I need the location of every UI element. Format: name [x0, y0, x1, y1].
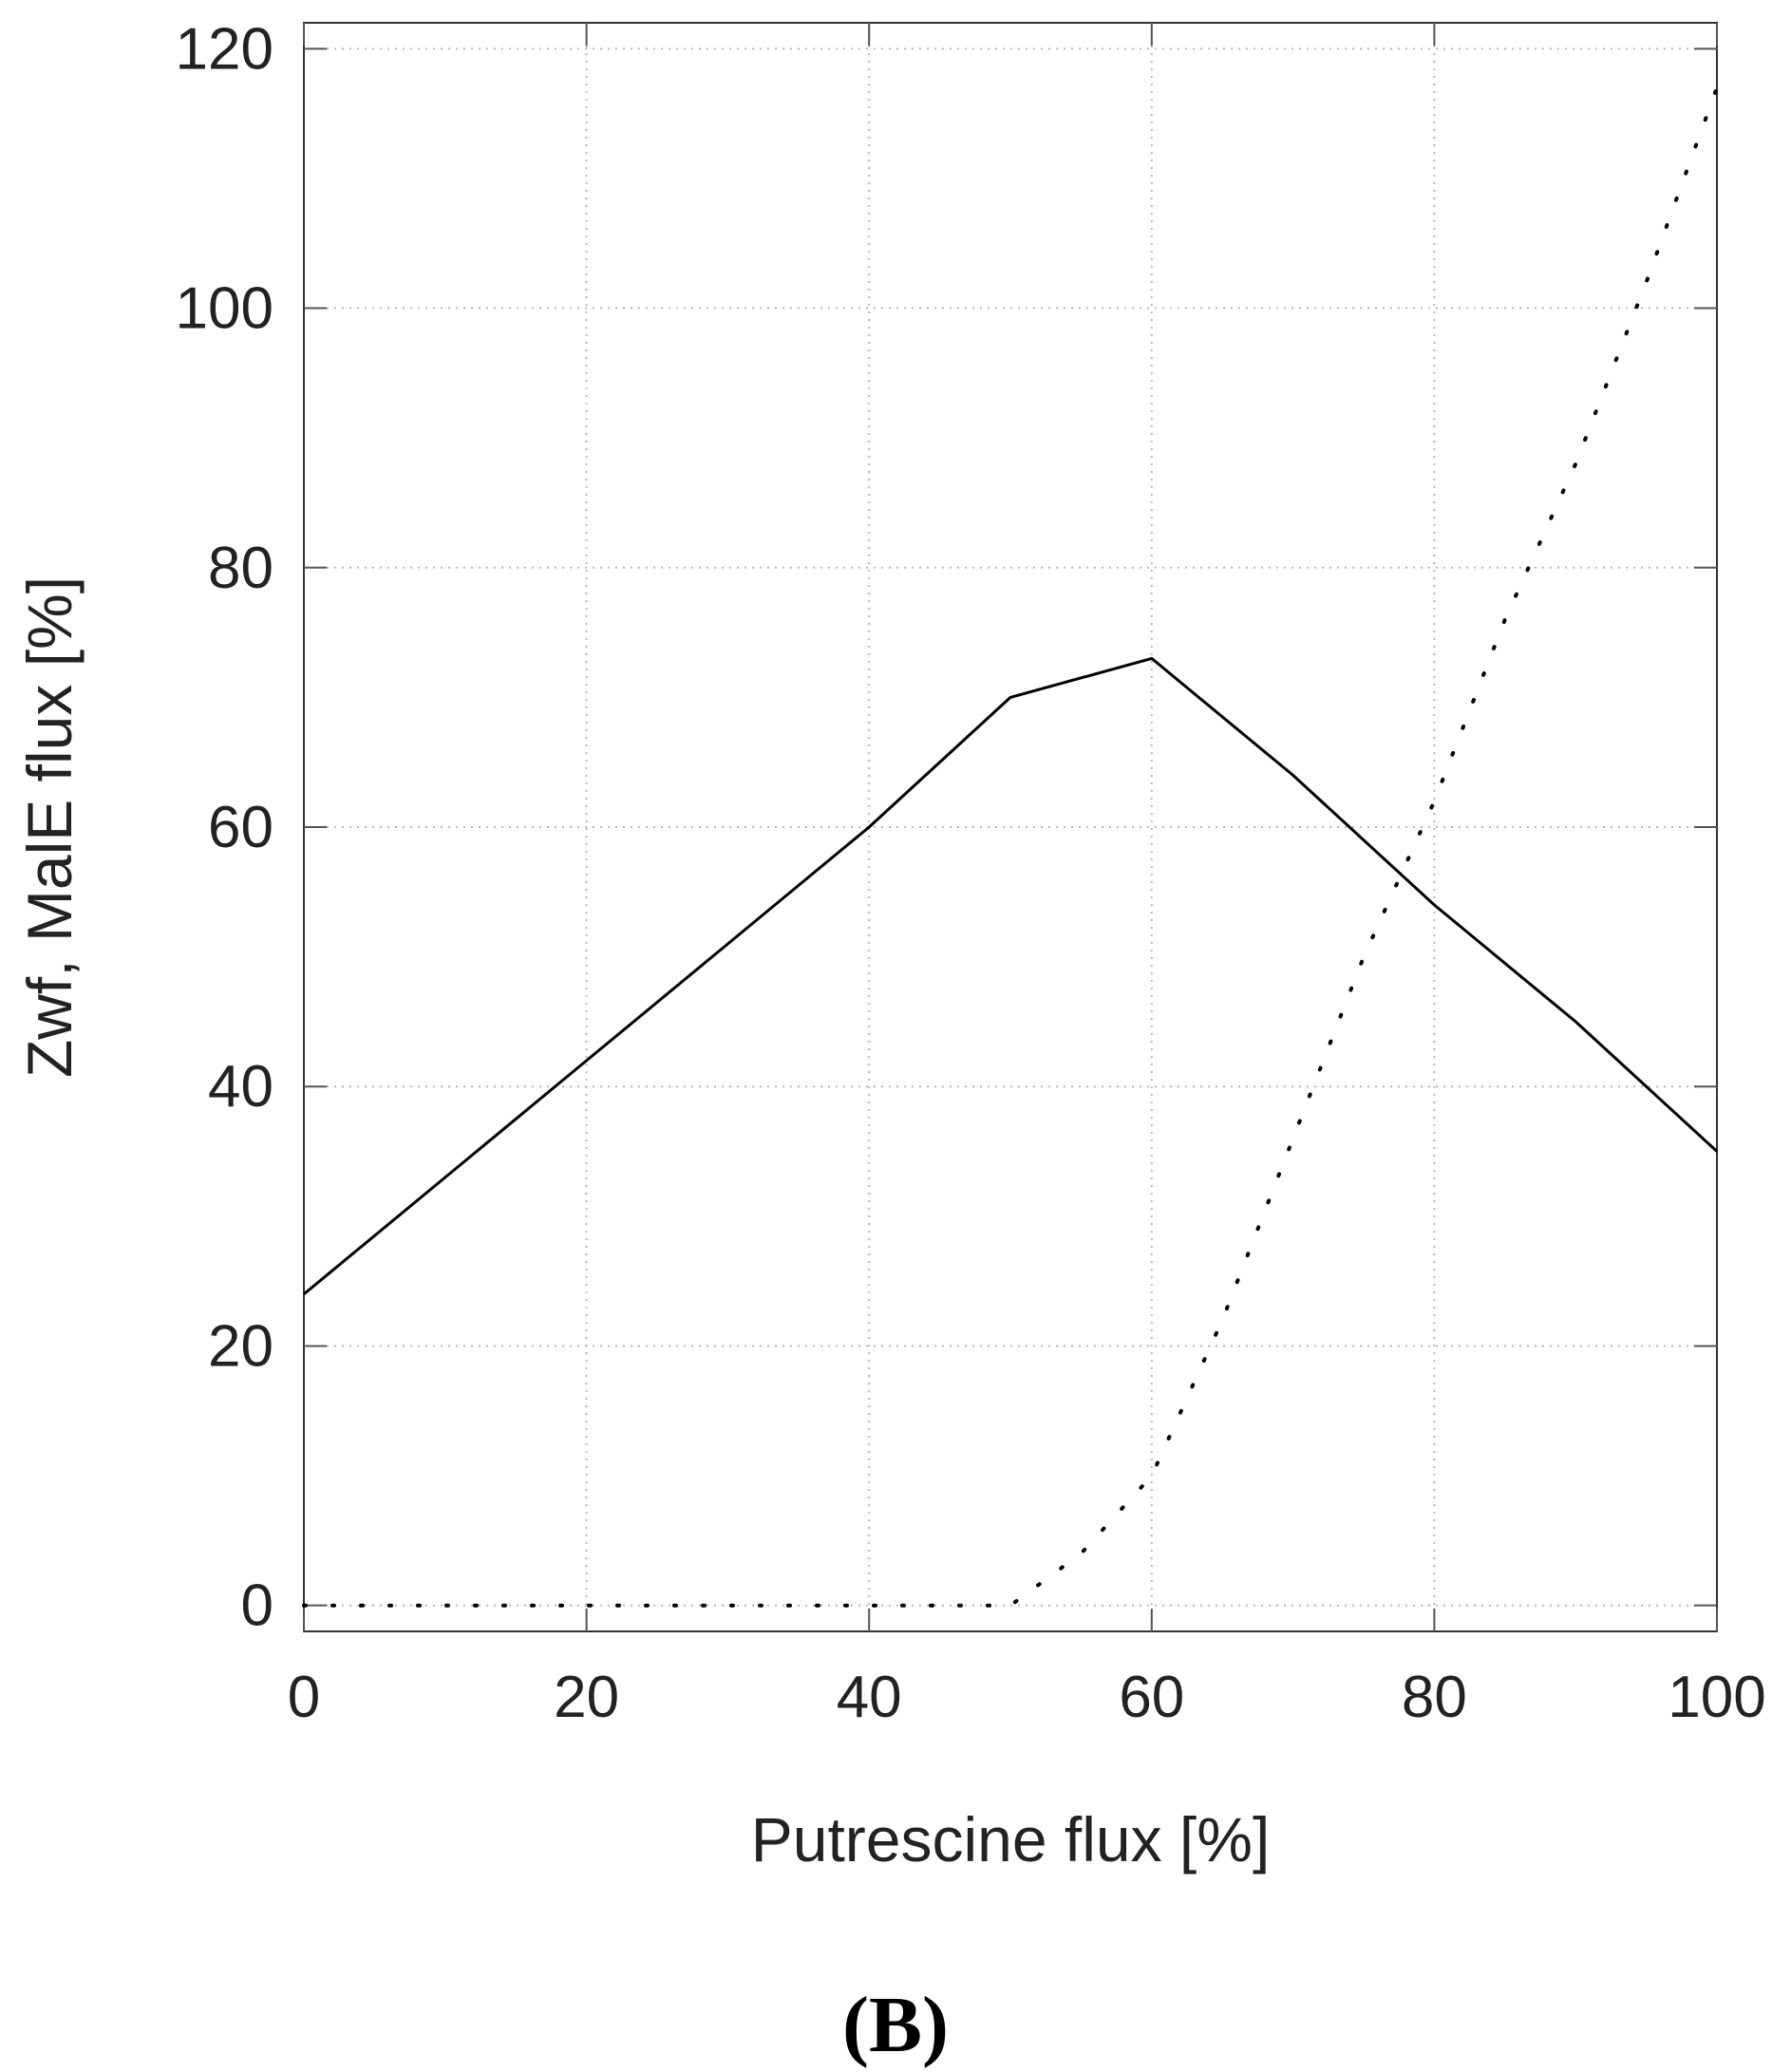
y-tick-label: 60 [208, 795, 273, 860]
x-tick-label: 0 [288, 1665, 320, 1730]
x-tick-label: 100 [1668, 1665, 1765, 1730]
x-tick-label: 60 [1119, 1665, 1184, 1730]
x-tick-label: 20 [554, 1665, 619, 1730]
y-tick-label: 100 [176, 276, 273, 342]
y-tick-label: 20 [208, 1313, 273, 1379]
y-axis-title: Zwf, MalE flux [%] [14, 576, 85, 1078]
axes [303, 22, 1718, 1632]
x-tick-label: 80 [1402, 1665, 1467, 1730]
tick-labels: 0 20 40 60 80 100 0 20 40 60 80 100 120 [176, 16, 1766, 1730]
y-tick-label: 40 [208, 1054, 273, 1120]
series-line-dotted [302, 85, 1719, 1608]
panel-label: (B) [842, 1981, 949, 2069]
grid [304, 23, 1717, 1631]
y-tick-label: 120 [176, 16, 273, 82]
series-line-solid [303, 656, 1719, 1295]
x-tick-label: 40 [837, 1665, 902, 1730]
series-layer [302, 85, 1719, 1608]
y-tick-label: 0 [241, 1573, 273, 1639]
y-tick-label: 80 [208, 536, 273, 601]
x-axis-title: Putrescine flux [%] [751, 1804, 1271, 1874]
